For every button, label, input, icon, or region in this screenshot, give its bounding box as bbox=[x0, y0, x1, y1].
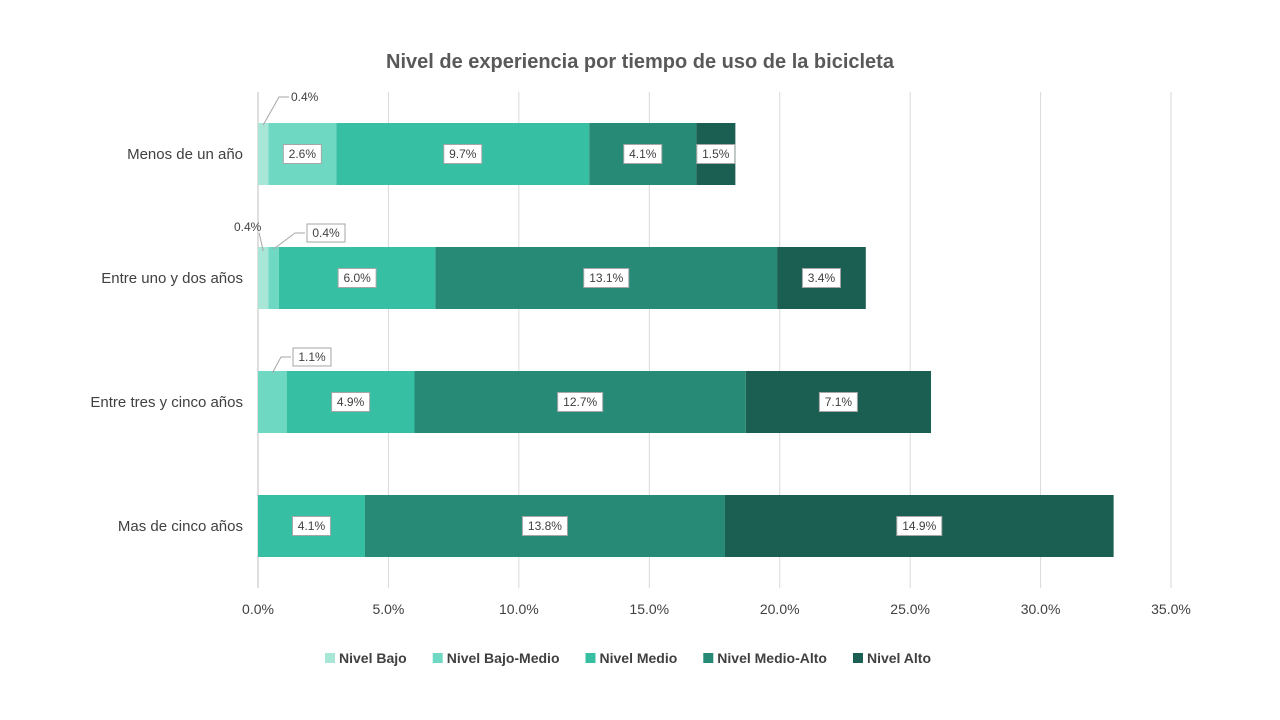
leader-line bbox=[262, 96, 289, 126]
legend-item-label: Nivel Bajo-Medio bbox=[447, 650, 560, 666]
bar-segment bbox=[258, 371, 287, 433]
data-label: 0.4% bbox=[291, 90, 319, 104]
data-label: 4.9% bbox=[337, 395, 365, 409]
category-label: Entre uno y dos años bbox=[101, 270, 243, 287]
data-label-box bbox=[801, 268, 841, 288]
data-label-box bbox=[521, 516, 568, 536]
data-label-box bbox=[292, 347, 332, 367]
data-label-box bbox=[623, 144, 663, 164]
data-label-box bbox=[282, 144, 322, 164]
chart-title: Nivel de experiencia por tiempo de uso d… bbox=[386, 51, 895, 73]
x-tick-label: 35.0% bbox=[1151, 601, 1191, 617]
legend-item-label: Nivel Medio bbox=[600, 650, 678, 666]
bars bbox=[258, 123, 1114, 557]
legend: Nivel Bajo Nivel Bajo-Medio Nivel Medio Niv… bbox=[325, 650, 931, 666]
category-label: Mas de cinco años bbox=[118, 518, 243, 535]
data-label-box bbox=[291, 516, 331, 536]
data-label: 1.1% bbox=[298, 350, 326, 364]
bar-segment bbox=[268, 247, 279, 309]
leader-line bbox=[258, 232, 264, 252]
data-label: 2.6% bbox=[289, 147, 317, 161]
data-label: 0.4% bbox=[312, 226, 340, 240]
legend-item-label: Nivel Bajo bbox=[339, 650, 407, 666]
data-label: 7.1% bbox=[825, 395, 853, 409]
legend-swatch bbox=[585, 653, 596, 663]
bar-segment bbox=[258, 123, 269, 185]
data-label: 4.1% bbox=[629, 147, 657, 161]
legend-item-label: Nivel Medio-Alto bbox=[717, 650, 827, 666]
data-label: 3.4% bbox=[808, 271, 836, 285]
category-labels: Menos de un año Entre uno y dos años Entre… bbox=[90, 146, 243, 535]
data-label-box bbox=[331, 392, 371, 412]
x-tick-label: 10.0% bbox=[499, 601, 539, 617]
category-label: Entre tres y cinco años bbox=[90, 394, 243, 411]
legend-swatch bbox=[703, 653, 714, 663]
data-label: 0.4% bbox=[234, 220, 262, 234]
data-label: 1.5% bbox=[702, 147, 730, 161]
data-label: 9.7% bbox=[449, 147, 477, 161]
data-label: 13.8% bbox=[528, 519, 562, 533]
data-label: 12.7% bbox=[563, 395, 597, 409]
x-tick-label: 15.0% bbox=[629, 601, 669, 617]
data-label-box bbox=[557, 392, 604, 412]
data-label-box bbox=[337, 268, 377, 288]
data-label-box bbox=[583, 268, 630, 288]
x-tick-label: 5.0% bbox=[372, 601, 404, 617]
x-axis-ticks: 0.0% 5.0% 10.0% 15.0% 20.0% 25.0% 30.0% 35.0% bbox=[242, 601, 1191, 617]
x-tick-label: 30.0% bbox=[1021, 601, 1061, 617]
leader-line bbox=[271, 356, 291, 374]
legend-item-label: Nivel Alto bbox=[867, 650, 931, 666]
category-label: Menos de un año bbox=[127, 146, 243, 163]
x-tick-label: 0.0% bbox=[242, 601, 274, 617]
data-labels: 0.4% 2.6% 9.7% 4.1% 1.5% 0.4% 0.4% 6.0% 13.1% 3.4… bbox=[234, 90, 943, 536]
legend-swatch bbox=[325, 653, 335, 663]
data-label-box bbox=[818, 392, 858, 412]
bar-segment bbox=[258, 247, 269, 309]
legend-swatch bbox=[432, 653, 443, 663]
data-label: 13.1% bbox=[589, 271, 623, 285]
x-tick-label: 20.0% bbox=[760, 601, 800, 617]
leader-line bbox=[273, 232, 305, 250]
data-label: 14.9% bbox=[902, 519, 936, 533]
data-label: 6.0% bbox=[343, 271, 371, 285]
legend-swatch bbox=[852, 653, 863, 663]
data-label-box bbox=[696, 144, 736, 164]
x-tick-label: 25.0% bbox=[890, 601, 930, 617]
data-label-box bbox=[443, 144, 483, 164]
data-label-box bbox=[896, 516, 943, 536]
data-label: 4.1% bbox=[298, 519, 326, 533]
data-label-box bbox=[306, 223, 346, 243]
